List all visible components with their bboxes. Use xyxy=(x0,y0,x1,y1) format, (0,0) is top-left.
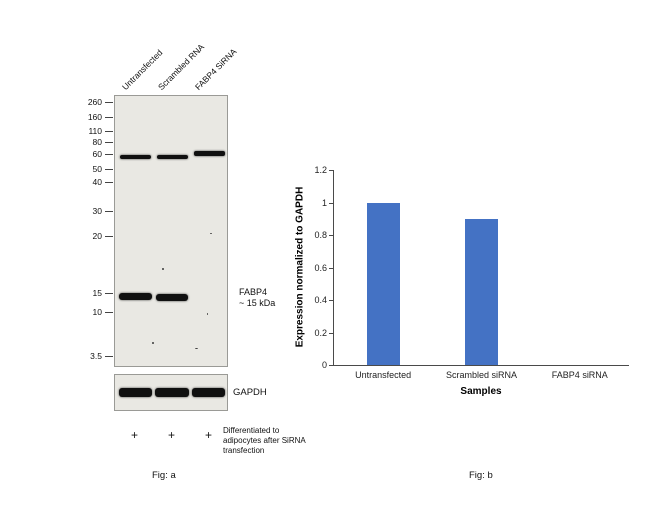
gapdh-label: GAPDH xyxy=(233,387,267,398)
gapdh-blot-membrane xyxy=(114,374,228,411)
y-tick-label: 1.2 xyxy=(314,165,327,175)
mw-marker-row: 110 xyxy=(76,126,113,136)
chart-plot-area: 0 0.2 0.4 0.6 0.8 1 1.2 Untransfected Scrambled… xyxy=(314,165,629,380)
y-tick-label: 0 xyxy=(321,360,327,370)
mw-marker-label: 160 xyxy=(87,112,102,122)
bar-slot xyxy=(334,170,432,365)
fig-b-label: Fig: b xyxy=(469,470,493,481)
blot-speck xyxy=(152,342,154,344)
mw-marker-row: 15 xyxy=(76,288,113,298)
mw-tick xyxy=(105,210,113,212)
blot-speck xyxy=(210,233,212,234)
y-tick-mark xyxy=(329,300,333,301)
band-fabp4-lane2 xyxy=(156,294,188,301)
mw-tick xyxy=(105,311,113,313)
mw-marker-row: 160 xyxy=(76,112,113,122)
mw-marker-label: 260 xyxy=(87,97,102,107)
band-gapdh-lane3 xyxy=(192,388,225,397)
blot-speck xyxy=(207,313,208,315)
y-tick-label: 0.8 xyxy=(314,230,327,240)
y-tick-mark xyxy=(329,332,333,334)
y-tick-label: 0.2 xyxy=(314,327,327,338)
mw-marker-row: 3.5 xyxy=(76,351,113,361)
band-annotation: FABP4 ~ 15 kDa xyxy=(239,287,275,309)
mw-marker-row: 10 xyxy=(76,307,113,317)
band-gapdh-lane1 xyxy=(119,388,152,397)
blot-speck xyxy=(195,348,198,349)
mw-marker-label: 50 xyxy=(92,164,102,174)
mw-tick xyxy=(105,181,113,183)
fig-a-label: Fig: a xyxy=(152,470,176,481)
y-tick-mark xyxy=(329,170,333,171)
plus-sign-lane2: + xyxy=(167,428,175,442)
mw-tick xyxy=(105,130,113,132)
mw-marker-row: 60 xyxy=(76,149,113,159)
x-axis-category-labels: Untransfected Scrambled siRNA FABP4 siRNA xyxy=(334,370,629,380)
mw-marker-label: 60 xyxy=(92,149,102,159)
bar-slot xyxy=(531,170,629,365)
y-tick-mark xyxy=(329,235,333,236)
mw-tick xyxy=(105,355,113,357)
mw-tick xyxy=(105,141,113,143)
bars-container xyxy=(334,170,629,365)
bar-slot xyxy=(432,170,530,365)
mw-marker-row: 40 xyxy=(76,177,113,187)
mw-marker-label: 40 xyxy=(92,177,102,187)
mw-marker-row: 260 xyxy=(76,97,113,107)
mw-marker-label: 30 xyxy=(92,206,102,216)
mw-tick xyxy=(105,153,113,155)
mw-marker-row: 50 xyxy=(76,164,113,174)
mw-marker-row: 20 xyxy=(76,231,113,241)
mw-tick xyxy=(105,168,113,170)
y-tick-label: 1 xyxy=(321,197,327,208)
y-axis-ticks: 0 0.2 0.4 0.6 0.8 1 1.2 xyxy=(314,165,629,370)
treatment-note: Differentiated to adipocytes after SiRNA… xyxy=(223,426,306,455)
y-tick-mark xyxy=(329,267,333,269)
x-category-label: Scrambled siRNA xyxy=(445,370,517,380)
band-fabp4-lane1 xyxy=(119,293,152,300)
band-60kda-lane2 xyxy=(157,155,188,159)
plus-sign-lane3: + xyxy=(204,428,212,442)
mw-marker-row: 80 xyxy=(76,137,113,147)
mw-marker-label: 3.5 xyxy=(90,351,102,361)
mw-tick xyxy=(105,235,113,237)
bar-untransfected xyxy=(366,202,400,365)
band-gapdh-lane2 xyxy=(155,388,189,397)
plus-sign-lane1: + xyxy=(130,428,138,442)
x-axis-title: Samples xyxy=(460,386,502,397)
mw-tick xyxy=(105,116,113,118)
x-category-label: FABP4 siRNA xyxy=(551,370,608,380)
y-tick-label: 0.6 xyxy=(314,262,327,273)
mw-marker-label: 10 xyxy=(92,307,102,317)
x-category-label: Untransfected xyxy=(355,370,412,380)
mw-marker-label: 80 xyxy=(92,137,102,147)
band-annotation-target: FABP4 xyxy=(239,287,268,297)
bar-scrambled-sirna xyxy=(464,218,498,365)
y-tick-label: 0.4 xyxy=(314,295,327,305)
western-blot-membrane xyxy=(114,95,228,367)
mw-marker-label: 20 xyxy=(92,231,102,241)
mw-marker-label: 15 xyxy=(92,288,102,298)
mw-marker-row: 30 xyxy=(76,206,113,216)
band-60kda-lane3 xyxy=(194,151,225,156)
y-tick-mark xyxy=(329,365,333,366)
mw-tick xyxy=(105,101,113,103)
y-tick-mark xyxy=(329,202,333,204)
mw-marker-label: 110 xyxy=(88,126,102,136)
band-annotation-size: ~ 15 kDa xyxy=(239,298,276,308)
blot-speck xyxy=(162,268,164,270)
band-60kda-lane1 xyxy=(120,155,151,159)
mw-tick xyxy=(105,292,113,294)
